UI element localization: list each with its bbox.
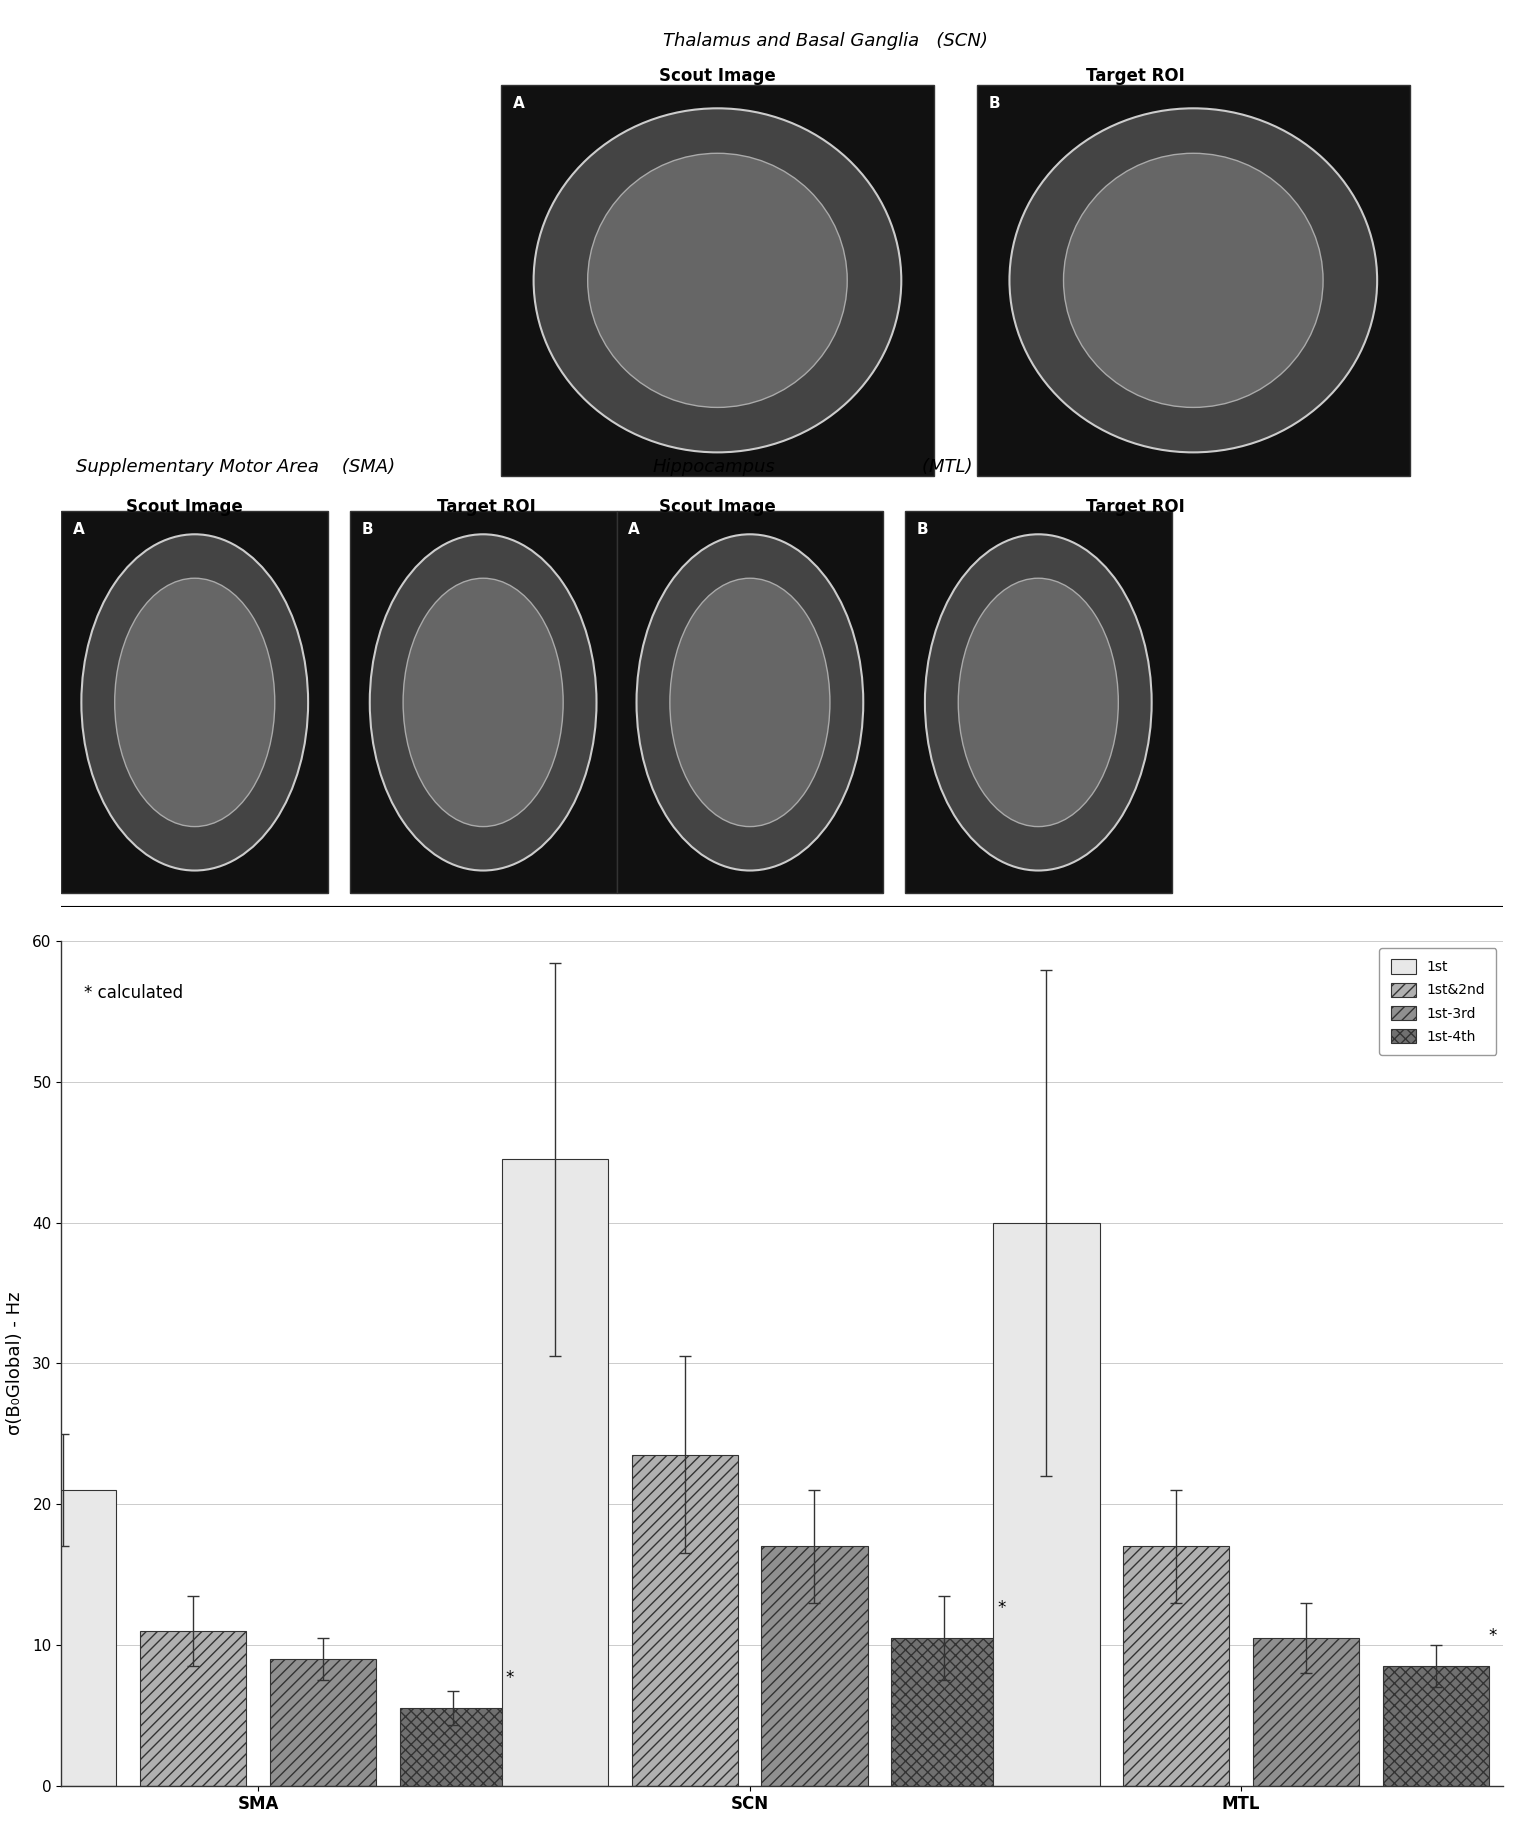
Bar	[632, 1456, 738, 1786]
Bar	[761, 1547, 868, 1786]
Ellipse shape	[925, 534, 1152, 871]
Text: *: *	[506, 1669, 514, 1687]
Text: Scout Image: Scout Image	[660, 67, 776, 86]
Ellipse shape	[115, 578, 275, 827]
Text: Supplementary Motor Area    (SMA): Supplementary Motor Area (SMA)	[75, 457, 394, 476]
Text: Thalamus and Basal Ganglia   (SCN): Thalamus and Basal Ganglia (SCN)	[663, 31, 988, 49]
Text: Target ROI: Target ROI	[1086, 497, 1184, 516]
Y-axis label: σ(B₀Global) - Hz: σ(B₀Global) - Hz	[6, 1292, 25, 1436]
Ellipse shape	[403, 578, 563, 827]
Bar	[1253, 1638, 1359, 1786]
Bar	[617, 512, 884, 893]
Ellipse shape	[959, 578, 1118, 827]
Text: Target ROI: Target ROI	[1086, 67, 1184, 86]
Bar	[11, 1490, 117, 1786]
Ellipse shape	[1009, 107, 1378, 452]
Text: Target ROI: Target ROI	[437, 497, 535, 516]
Ellipse shape	[1063, 153, 1322, 408]
Bar	[977, 86, 1410, 476]
Ellipse shape	[370, 534, 597, 871]
Text: (MTL): (MTL)	[876, 457, 973, 476]
Bar	[399, 1709, 506, 1786]
Bar	[1123, 1547, 1229, 1786]
Ellipse shape	[81, 534, 308, 871]
Bar	[350, 512, 617, 893]
Text: Scout Image: Scout Image	[126, 497, 242, 516]
Bar	[270, 1660, 376, 1786]
Text: Hippocampus: Hippocampus	[652, 457, 775, 476]
Bar	[994, 1223, 1100, 1786]
Text: A: A	[512, 95, 525, 111]
Bar	[140, 1631, 245, 1786]
Bar	[905, 512, 1172, 893]
Bar	[891, 1638, 997, 1786]
Text: *: *	[1490, 1627, 1497, 1645]
Bar	[61, 512, 328, 893]
Legend: 1st, 1st&2nd, 1st-3rd, 1st-4th: 1st, 1st&2nd, 1st-3rd, 1st-4th	[1379, 949, 1496, 1055]
Text: * calculated: * calculated	[84, 984, 184, 1002]
Text: A: A	[627, 523, 640, 537]
Text: *: *	[997, 1598, 1006, 1616]
Bar	[502, 86, 934, 476]
Text: B: B	[362, 523, 373, 537]
Ellipse shape	[670, 578, 830, 827]
Ellipse shape	[588, 153, 847, 408]
Text: A: A	[74, 523, 84, 537]
Text: B: B	[916, 523, 928, 537]
Text: Scout Image: Scout Image	[660, 497, 776, 516]
Bar	[502, 1159, 607, 1786]
Ellipse shape	[534, 107, 902, 452]
Text: B: B	[988, 95, 1000, 111]
Ellipse shape	[637, 534, 864, 871]
Bar	[1382, 1665, 1490, 1786]
